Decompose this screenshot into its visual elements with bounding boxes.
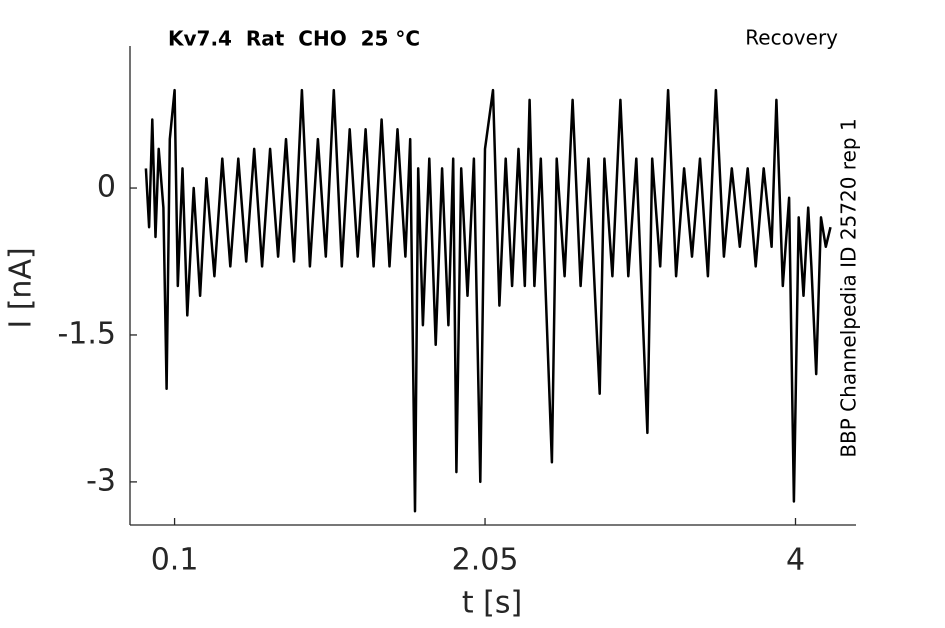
y-tick-label: 0 <box>97 170 116 205</box>
x-axis-label: t [s] <box>462 586 522 621</box>
y-tick-label: -1.5 <box>57 316 116 351</box>
annotation: BBP Channelpedia ID 25720 rep 1 <box>837 118 861 457</box>
x-tick-label: 4 <box>786 543 805 578</box>
chart-title: Kv7.4 Rat CHO 25 °C <box>168 27 420 51</box>
y-tick-label: -3 <box>86 463 116 498</box>
x-tick-label: 2.05 <box>452 543 519 578</box>
y-axis-label: I [nA] <box>4 247 39 328</box>
subtitle: Recovery <box>745 26 838 50</box>
x-tick-label: 0.1 <box>151 543 199 578</box>
trace-line <box>144 88 832 513</box>
